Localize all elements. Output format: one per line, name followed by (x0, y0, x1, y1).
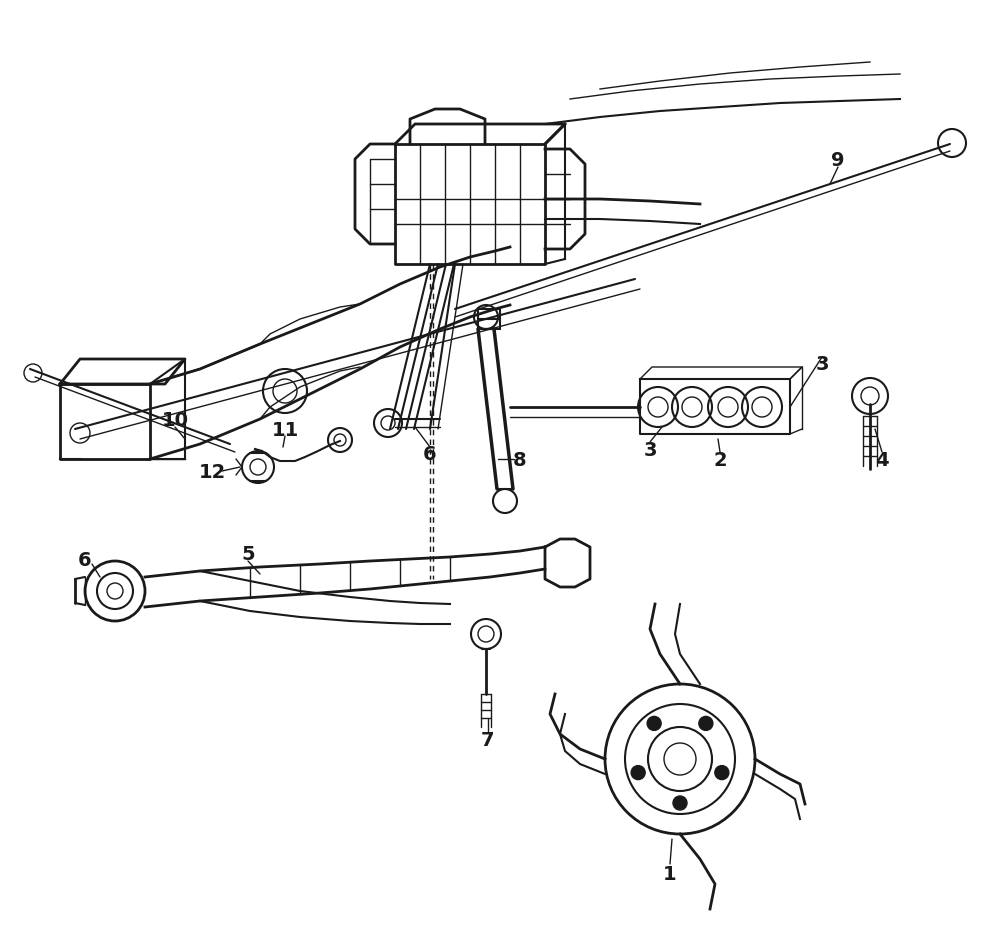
Text: 6: 6 (78, 550, 92, 569)
Text: 8: 8 (513, 450, 527, 469)
Text: 5: 5 (241, 545, 255, 564)
Text: 1: 1 (663, 865, 677, 884)
Circle shape (631, 766, 645, 780)
Circle shape (647, 716, 661, 731)
Text: 6: 6 (424, 445, 437, 464)
Text: 3: 3 (815, 355, 829, 374)
Text: 3: 3 (643, 440, 657, 459)
Circle shape (673, 796, 687, 810)
Text: 12: 12 (198, 462, 225, 481)
Circle shape (699, 716, 713, 731)
Text: 4: 4 (875, 450, 889, 469)
Text: 7: 7 (481, 730, 495, 749)
Text: 9: 9 (831, 150, 845, 169)
Text: 10: 10 (162, 410, 188, 429)
Text: 2: 2 (713, 450, 726, 469)
Circle shape (715, 766, 728, 780)
Text: 11: 11 (272, 420, 299, 439)
